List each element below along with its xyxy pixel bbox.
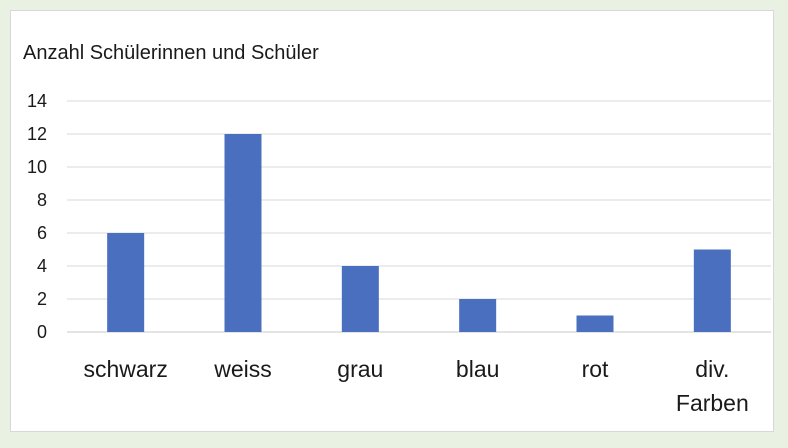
bar	[693, 249, 731, 332]
x-axis-ticks: schwarz weiss grau blau rot div. Farben	[83, 356, 748, 416]
bars	[107, 134, 731, 332]
y-tick-label: 4	[37, 256, 47, 276]
bar-chart: Anzahl Schülerinnen und Schüler 0 2 4 6 8 10 1…	[23, 42, 771, 416]
bar	[576, 315, 614, 332]
x-tick-label: weiss	[213, 356, 272, 382]
chart-panel: Anzahl Schülerinnen und Schüler 0 2 4 6 8 10 1…	[10, 10, 774, 432]
y-tick-label: 6	[37, 223, 47, 243]
bar	[459, 299, 497, 332]
grid-lines	[67, 100, 771, 333]
x-tick-label: schwarz	[83, 356, 167, 382]
x-tick-label: div. Farben	[676, 356, 749, 416]
x-tick-label: grau	[337, 356, 383, 382]
y-tick-label: 2	[37, 289, 47, 309]
bar	[341, 266, 379, 332]
y-tick-label: 0	[37, 322, 47, 342]
y-axis-ticks: 0 2 4 6 8 10 12 14	[27, 91, 47, 342]
y-tick-label: 14	[27, 91, 47, 111]
x-tick-label: blau	[456, 356, 499, 382]
bar	[224, 134, 262, 332]
chart-title: Anzahl Schülerinnen und Schüler	[23, 42, 319, 64]
x-tick-label: rot	[582, 356, 609, 382]
bar	[107, 233, 145, 332]
y-tick-label: 8	[37, 190, 47, 210]
y-tick-label: 10	[27, 157, 47, 177]
y-tick-label: 12	[27, 124, 47, 144]
